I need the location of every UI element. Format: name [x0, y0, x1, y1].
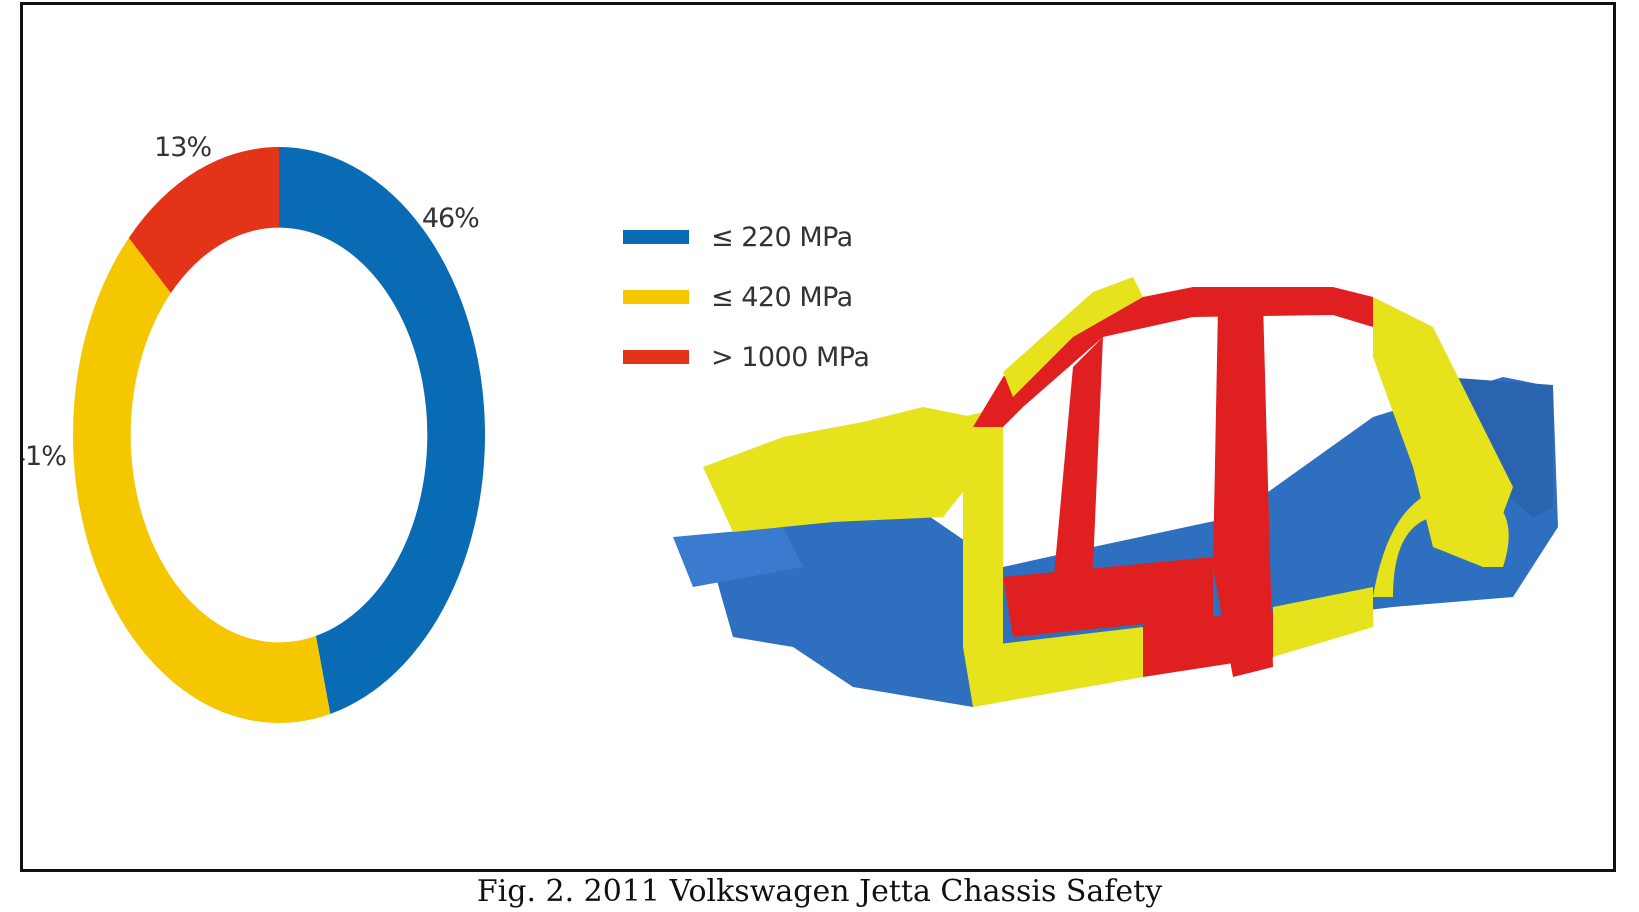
car-rocker-middle	[1143, 612, 1273, 677]
legend-item-1000: > 1000 MPa	[623, 327, 870, 387]
legend-swatch-yellow	[623, 290, 689, 304]
car-front-hinge-pillar	[963, 407, 1003, 707]
legend-item-420: ≤ 420 MPa	[623, 267, 869, 327]
chart-legend: ≤ 220 MPa ≤ 420 MPa > 1000 MPa	[623, 207, 870, 387]
car-front-rail	[673, 527, 803, 587]
car-rocker-rear	[1273, 587, 1373, 657]
car-underbody	[713, 377, 1558, 707]
slice-label-13: 13%	[154, 132, 211, 163]
donut-chart: 46% 41% 13%	[23, 132, 485, 723]
slice-label-41: 41%	[23, 441, 66, 472]
car-rocker-front	[973, 627, 1143, 707]
legend-item-220: ≤ 220 MPa	[623, 207, 869, 267]
car-inner-pillar	[1053, 337, 1103, 587]
legend-label-220: ≤ 220 MPa	[711, 221, 853, 253]
slice-220-mpa	[279, 147, 485, 714]
legend-swatch-blue	[623, 230, 689, 244]
car-roof-front	[1003, 277, 1143, 397]
car-floor-crossmember	[1003, 557, 1213, 637]
car-b-pillar	[1213, 302, 1273, 677]
slice-label-46: 46%	[422, 203, 479, 234]
legend-label-1000: > 1000 MPa	[711, 341, 870, 373]
figure-frame: 46% 41% 13% ≤ 220 MPa ≤ 420 MPa > 1000 MPa	[20, 2, 1616, 872]
legend-label-420: ≤ 420 MPa	[711, 281, 853, 313]
car-front-apron	[703, 407, 983, 532]
slice-1000-mpa	[128, 147, 279, 294]
car-rear-wheel-arch	[1373, 486, 1509, 597]
slice-420-mpa	[73, 237, 331, 723]
legend-swatch-red	[623, 350, 689, 364]
figure-caption: Fig. 2. 2011 Volkswagen Jetta Chassis Sa…	[476, 874, 1163, 909]
car-body-illustration	[673, 277, 1558, 707]
